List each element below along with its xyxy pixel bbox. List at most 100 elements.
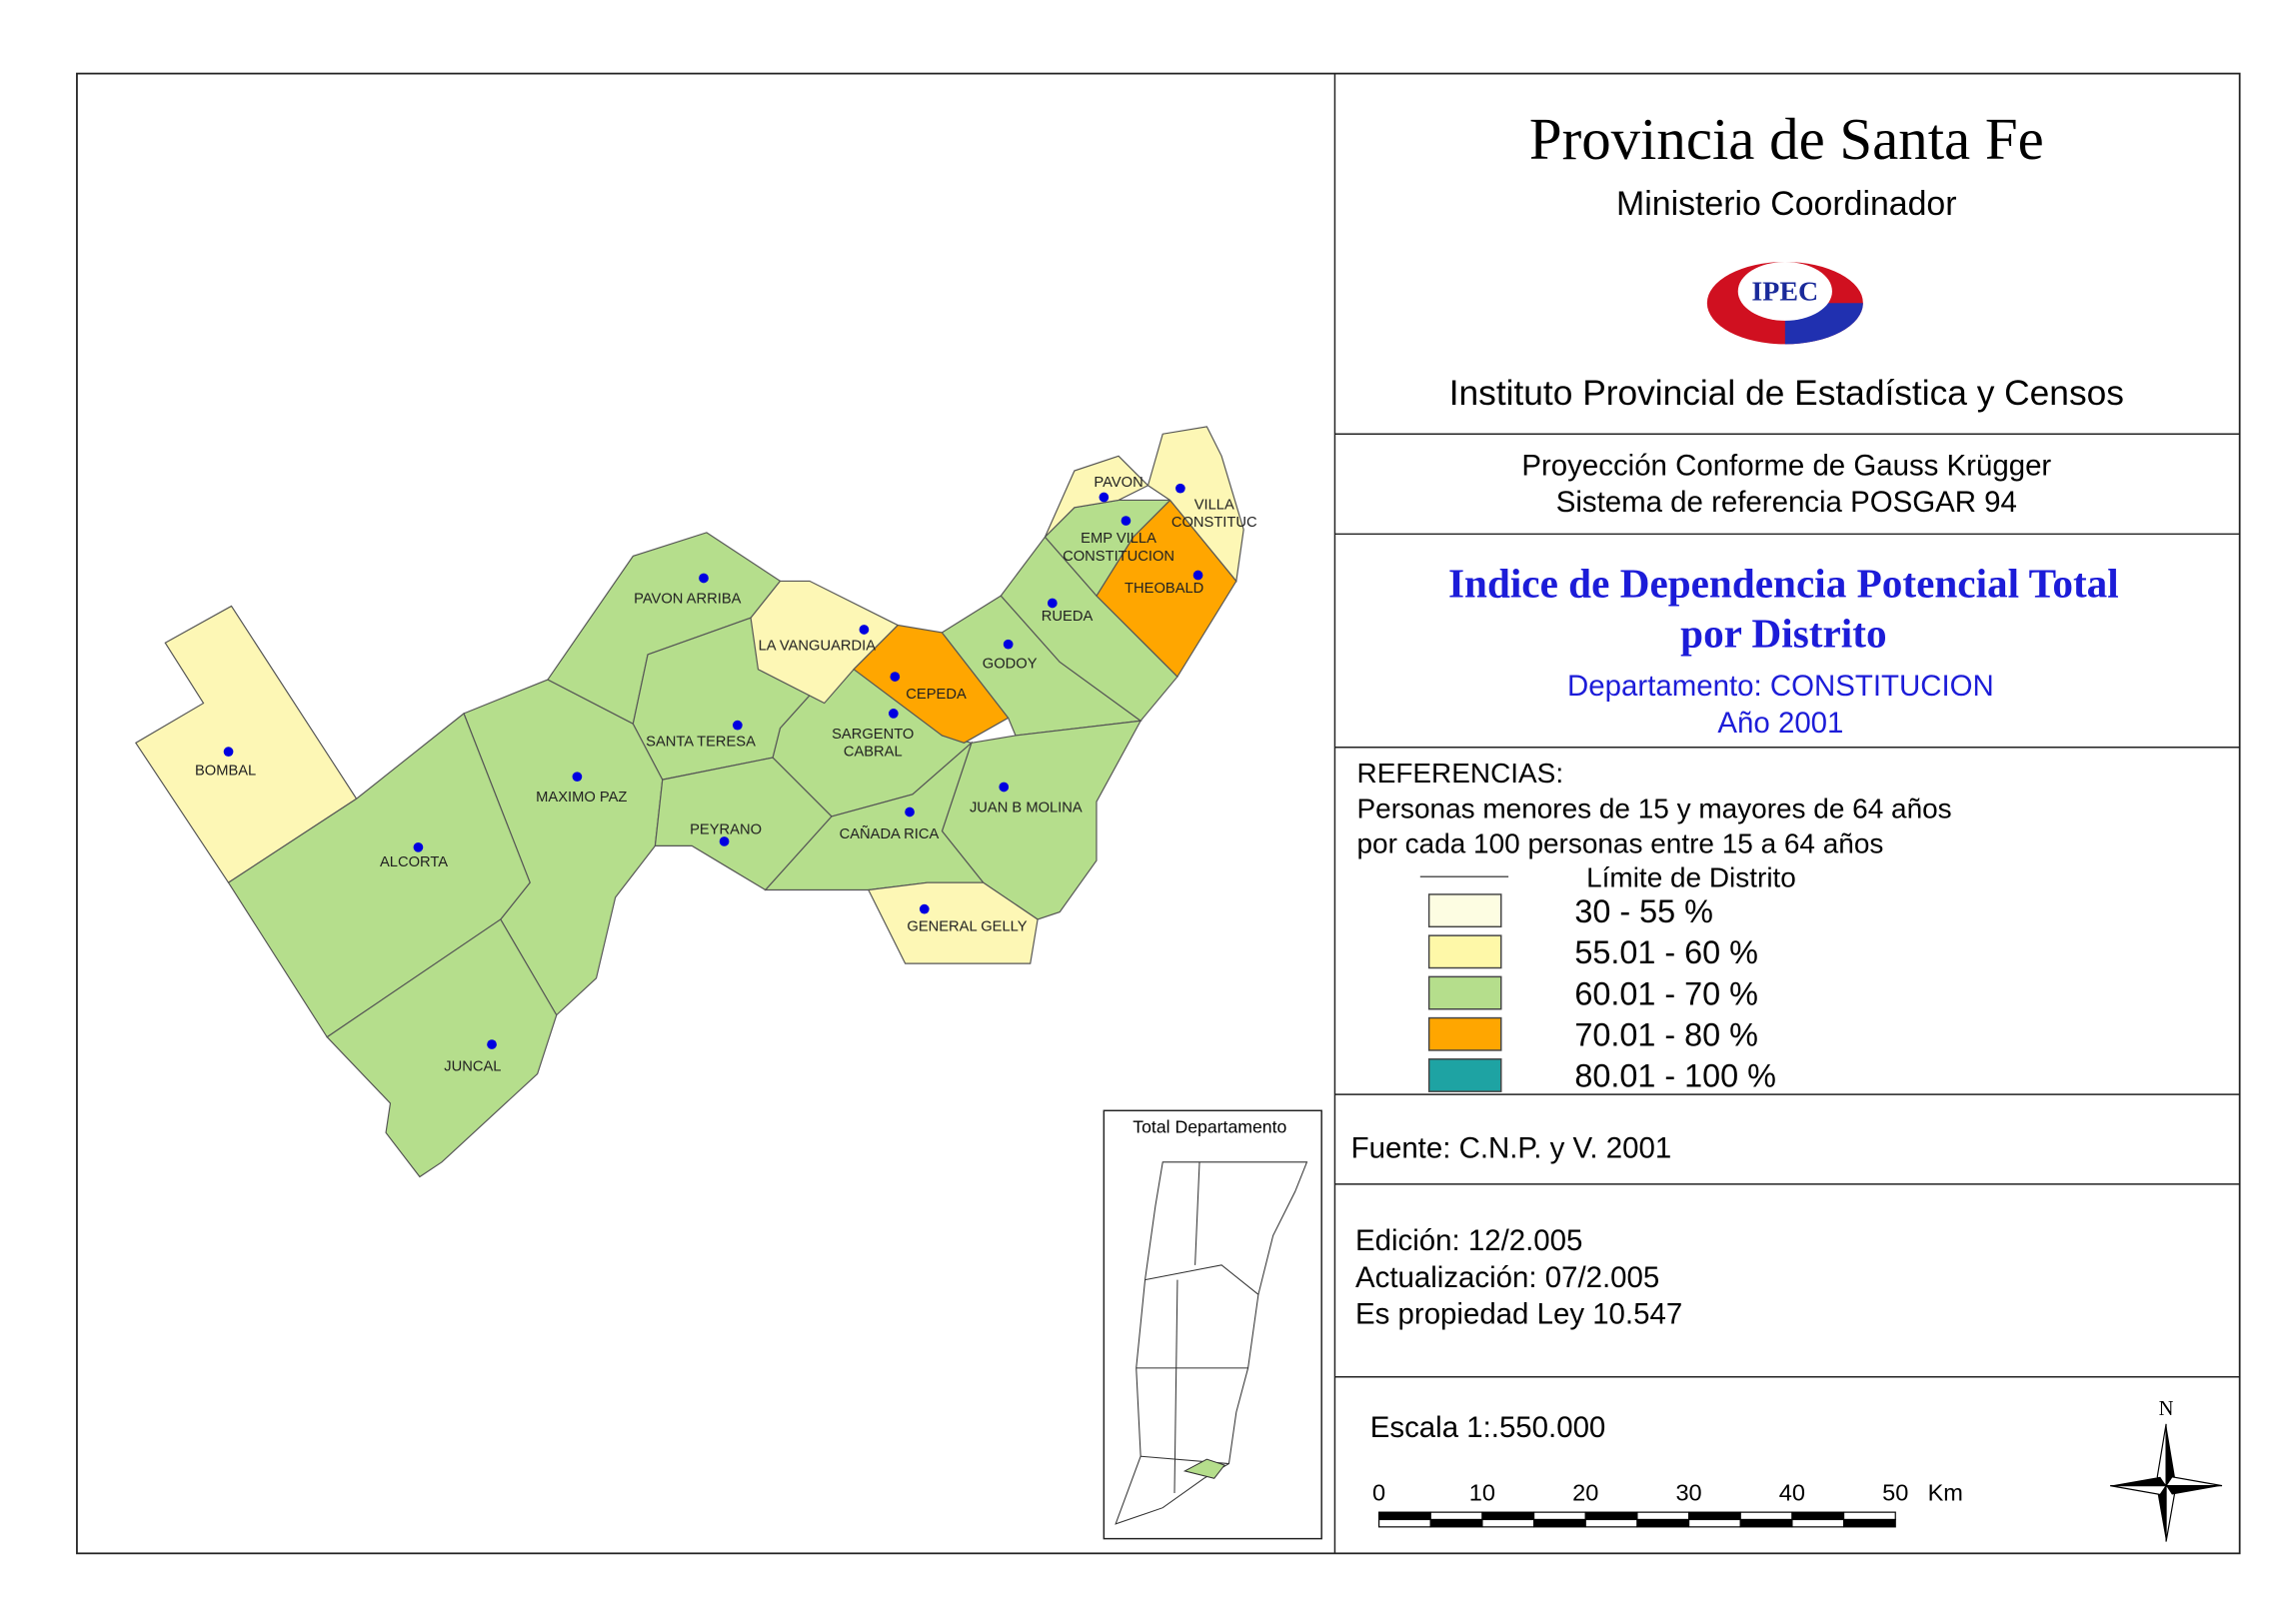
district-label: THEOBALD xyxy=(1125,581,1203,597)
legend-swatch xyxy=(1427,1016,1502,1051)
scale-tick-label: 0 xyxy=(1372,1479,1385,1505)
legend-items: 30 - 55 % 55.01 - 60 % 60.01 - 70 % 70.01 -… xyxy=(1427,893,1776,1094)
map-title: por Distrito xyxy=(1680,611,1886,657)
district-label: MAXIMO PAZ xyxy=(536,790,627,806)
scale-segment xyxy=(1739,1511,1793,1521)
frame xyxy=(76,72,2241,1555)
district-point xyxy=(572,772,583,783)
scale-segment xyxy=(1687,1511,1741,1521)
scale-segment xyxy=(1636,1511,1690,1521)
district-label: PAVON ARRIBA xyxy=(634,591,742,607)
scale-segment xyxy=(1584,1518,1638,1528)
title: Provincia de Santa Fe xyxy=(1529,107,2044,172)
subtitle: Ministerio Coordinador xyxy=(1616,185,1956,223)
district-label: SARGENTO xyxy=(832,727,914,743)
legend-swatch xyxy=(1427,1058,1502,1092)
district-label: PAVON xyxy=(1094,475,1143,491)
source: Fuente: C.N.P. y V. 2001 xyxy=(1351,1131,1672,1164)
boundary-label: Límite de Distrito xyxy=(1586,862,1796,893)
legend-label: 60.01 - 70 % xyxy=(1574,975,1758,1011)
district-label: GENERAL GELLY xyxy=(907,919,1027,935)
edition-line: Edición: 12/2.005 xyxy=(1355,1224,1582,1257)
scale-label: Escala 1:.550.000 xyxy=(1370,1411,1606,1444)
scale-segment xyxy=(1584,1511,1638,1521)
scale-segment xyxy=(1378,1511,1431,1521)
scale-segment xyxy=(1429,1511,1483,1521)
district-point xyxy=(1192,570,1203,581)
scale-segment xyxy=(1429,1518,1483,1528)
logo: IPEC xyxy=(1706,262,1863,345)
district-point xyxy=(889,709,899,719)
scale-segment xyxy=(1842,1518,1896,1528)
scale-tick-label: 30 xyxy=(1675,1479,1701,1505)
legend-description: por cada 100 personas entre 15 a 64 años xyxy=(1357,828,1884,859)
scale-segment xyxy=(1739,1518,1793,1528)
district-label: ALCORTA xyxy=(380,854,448,870)
scale-unit: Km xyxy=(1928,1479,1963,1505)
district-point xyxy=(223,747,234,758)
legend-description: Personas menores de 15 y mayores de 64 a… xyxy=(1357,793,1952,823)
district-labels: BOMBAL ALCORTA JUNCAL MAXIMO PAZ PAVON ARRIB… xyxy=(195,475,1257,1074)
legend-label: 30 - 55 % xyxy=(1574,893,1713,929)
district-point xyxy=(719,836,730,846)
district-point xyxy=(1099,492,1110,503)
district-label: RUEDA xyxy=(1042,609,1094,625)
north-label: N xyxy=(2159,1398,2174,1420)
legend-swatch xyxy=(1427,975,1502,1010)
legend-label: 80.01 - 100 % xyxy=(1574,1058,1776,1094)
department: Departamento: CONSTITUCION xyxy=(1567,670,1994,703)
inset-title: Total Departamento xyxy=(1133,1116,1286,1136)
scale-segment xyxy=(1481,1518,1535,1528)
scale-tick-label: 20 xyxy=(1572,1479,1598,1505)
scale-segment xyxy=(1481,1511,1535,1521)
district-label: EMP VILLA xyxy=(1081,531,1156,547)
scale-tick-label: 10 xyxy=(1469,1479,1495,1505)
district-label: CONSTITUC xyxy=(1171,515,1257,531)
year: Año 2001 xyxy=(1717,707,1843,740)
district-label: BOMBAL xyxy=(195,764,256,780)
scale-segment xyxy=(1687,1518,1741,1528)
district-point xyxy=(890,672,901,682)
district-point xyxy=(999,782,1010,793)
logo-text: IPEC xyxy=(1751,276,1818,307)
district-label: GODOY xyxy=(983,656,1038,672)
district-label: VILLA xyxy=(1194,497,1234,513)
scale-segment xyxy=(1636,1518,1690,1528)
legend-swatch xyxy=(1427,893,1502,928)
district-label: CEPEDA xyxy=(906,687,967,703)
panel-rules xyxy=(1334,433,2240,1378)
district-label: CAÑADA RICA xyxy=(840,825,940,842)
projection-line: Sistema de referencia POSGAR 94 xyxy=(1556,486,2017,519)
district-point xyxy=(732,720,743,731)
district-label: JUNCAL xyxy=(444,1059,501,1075)
district-label: JUAN B MOLINA xyxy=(970,801,1083,816)
district-label: CONSTITUCION xyxy=(1063,549,1174,565)
district-label: SANTA TERESA xyxy=(646,734,756,750)
map-title: Indice de Dependencia Potencial Total xyxy=(1448,561,2119,607)
north-arrow: N xyxy=(2110,1398,2223,1542)
edition-line: Actualización: 07/2.005 xyxy=(1355,1261,1659,1294)
scale-segment xyxy=(1842,1511,1896,1521)
scale-bar: 0 10 20 30 40 50 Km xyxy=(1372,1479,1963,1528)
legend-heading: REFERENCIAS: xyxy=(1357,758,1564,789)
inset-province xyxy=(1115,1161,1308,1525)
scale-tick-label: 50 xyxy=(1882,1479,1908,1505)
scale-segment xyxy=(1791,1518,1845,1528)
district-point xyxy=(699,573,709,584)
scale-tick-label: 40 xyxy=(1779,1479,1805,1505)
legend-label: 70.01 - 80 % xyxy=(1574,1017,1758,1053)
legend-label: 55.01 - 60 % xyxy=(1574,934,1758,970)
legend-swatch xyxy=(1427,934,1502,969)
district-label: CABRAL xyxy=(844,745,903,761)
district-point xyxy=(919,903,930,914)
district-point xyxy=(859,625,870,635)
edition-line: Es propiedad Ley 10.547 xyxy=(1355,1298,1682,1331)
scale-segment xyxy=(1378,1518,1431,1528)
district-label: PEYRANO xyxy=(690,822,762,838)
district-label: LA VANGUARDIA xyxy=(759,639,877,655)
district-polygons xyxy=(134,426,1244,1178)
scale-segment xyxy=(1532,1511,1586,1521)
district-point xyxy=(1175,483,1185,494)
district-point xyxy=(487,1039,497,1049)
